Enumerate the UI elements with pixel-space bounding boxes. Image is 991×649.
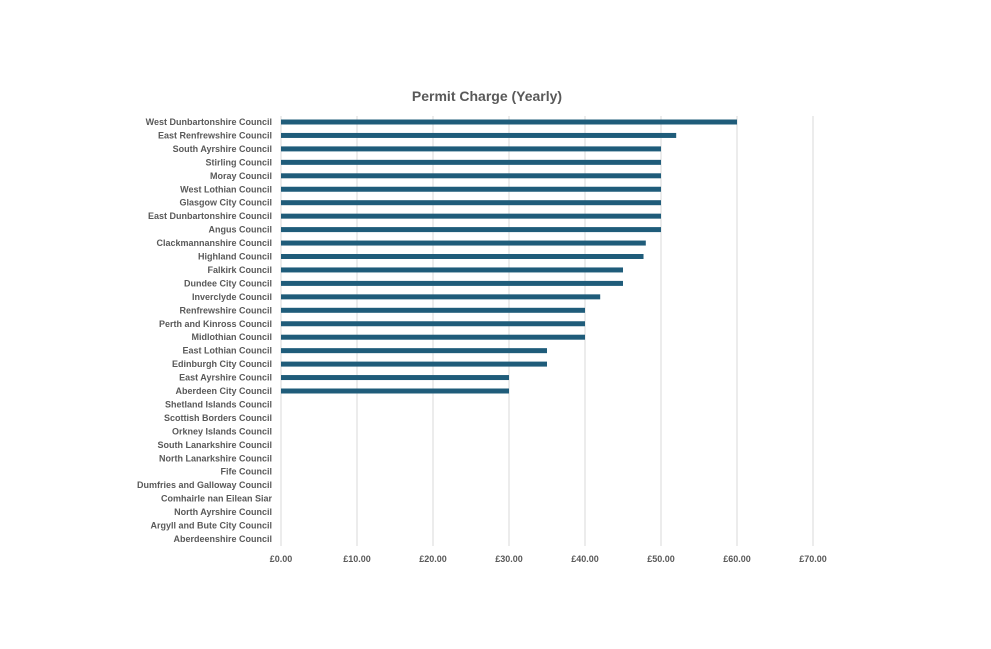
x-tick-label: £0.00 — [270, 554, 293, 564]
category-label: Aberdeen City Council — [175, 386, 272, 396]
category-label: Moray Council — [210, 171, 272, 181]
x-tick-label: £20.00 — [419, 554, 447, 564]
x-tick-label: £10.00 — [343, 554, 371, 564]
category-label: Shetland Islands Council — [165, 399, 272, 409]
x-tick-label: £70.00 — [799, 554, 827, 564]
bar — [281, 361, 547, 367]
category-label: Aberdeenshire Council — [173, 534, 272, 544]
bar — [281, 227, 661, 233]
x-tick-label: £40.00 — [571, 554, 599, 564]
category-label: Midlothian Council — [192, 332, 273, 342]
bar — [281, 159, 661, 165]
bar — [281, 334, 585, 340]
category-labels: West Dunbartonshire Council East Renfrews… — [137, 117, 273, 544]
category-label: Stirling Council — [206, 157, 273, 167]
bar — [281, 240, 646, 246]
category-label: Perth and Kinross Council — [159, 319, 272, 329]
category-label: Angus Council — [209, 225, 273, 235]
category-label: East Dunbartonshire Council — [148, 211, 272, 221]
bar — [281, 146, 661, 152]
bars — [281, 119, 737, 394]
bar — [281, 132, 677, 138]
x-tick-labels: £0.00 £10.00 £20.00 £30.00 £40.00 £50.00 £60.0… — [270, 554, 827, 564]
category-label: Dumfries and Galloway Council — [137, 480, 272, 490]
category-label: Scottish Borders Council — [164, 413, 272, 423]
x-tick-label: £50.00 — [647, 554, 675, 564]
category-label: Highland Council — [198, 252, 272, 262]
category-label: North Lanarkshire Council — [159, 453, 272, 463]
category-label: Fife Council — [221, 467, 273, 477]
category-label: Inverclyde Council — [192, 292, 272, 302]
bar — [281, 173, 661, 179]
category-label: Clackmannanshire Council — [156, 238, 272, 248]
category-label: Dundee City Council — [184, 278, 272, 288]
category-label: South Ayrshire Council — [173, 144, 272, 154]
bar — [281, 375, 509, 381]
bar — [281, 307, 585, 313]
category-label: East Renfrewshire Council — [158, 130, 272, 140]
x-tick-label: £30.00 — [495, 554, 523, 564]
bar — [281, 321, 585, 327]
category-label: Orkney Islands Council — [172, 426, 272, 436]
x-tick-label: £60.00 — [723, 554, 751, 564]
bar — [281, 213, 661, 219]
bar — [281, 388, 509, 394]
category-label: Argyll and Bute City Council — [150, 521, 272, 531]
category-label: North Ayrshire Council — [174, 507, 272, 517]
category-label: East Ayrshire Council — [179, 373, 272, 383]
category-label: Glasgow City Council — [179, 198, 272, 208]
bar — [281, 254, 644, 259]
gridlines — [280, 116, 814, 546]
category-label: South Lanarkshire Council — [157, 440, 272, 450]
category-label: West Lothian Council — [180, 184, 272, 194]
category-label: East Lothian Council — [182, 346, 272, 356]
bar — [281, 119, 737, 125]
category-label: West Dunbartonshire Council — [146, 117, 272, 127]
bar — [281, 186, 661, 192]
category-label: Falkirk Council — [207, 265, 272, 275]
category-label: Comhairle nan Eilean Siar — [161, 494, 273, 504]
bar — [281, 294, 601, 300]
bar — [281, 200, 661, 206]
category-label: Renfrewshire Council — [179, 305, 272, 315]
bar — [281, 267, 623, 273]
category-label: Edinburgh City Council — [172, 359, 272, 369]
bar — [281, 280, 623, 286]
bar — [281, 348, 547, 354]
chart-title: Permit Charge (Yearly) — [412, 88, 562, 104]
